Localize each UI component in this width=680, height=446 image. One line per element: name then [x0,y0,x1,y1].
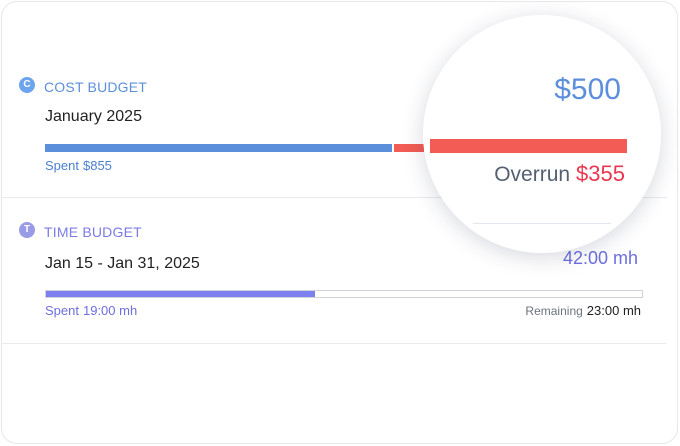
cost-overrun-bar-magnified [430,139,627,153]
time-budget-section: T TIME BUDGET Jan 15 - Jan 31, 2025 42:0… [2,198,667,344]
cost-overrun-value: $355 [576,161,625,186]
time-progress-fill [46,291,316,297]
time-spent-value: 19:00 mh [82,303,138,318]
cost-budget-section: C COST BUDGET January 2025 Spent $855 [2,2,667,198]
cost-budget-title: COST BUDGET [44,79,148,95]
time-budget-title: TIME BUDGET [44,224,142,240]
cost-spent-value: $855 [82,158,112,173]
time-remaining-label: Remaining [525,304,583,318]
cost-spent-bar [45,144,392,152]
time-remaining: Remaining 23:00 mh [525,303,641,318]
time-progress-track [45,290,643,298]
cost-spent-label: Spent [45,158,79,173]
cost-budget-total: $500 [554,73,621,106]
time-badge-icon: T [19,222,35,238]
time-spent: Spent 19:00 mh [45,303,137,318]
cost-overrun-bar [394,144,424,152]
cost-overrun: Overrun $355 [494,161,625,187]
time-budget-period: Jan 15 - Jan 31, 2025 [45,255,200,272]
cost-badge-icon: C [19,77,35,93]
time-spent-label: Spent [45,303,79,318]
time-budget-total: 42:00 mh [562,248,638,268]
cost-budget-period: January 2025 [45,108,142,125]
magnifier-lens: $500 Overrun $355 [423,15,661,253]
time-remaining-value: 23:00 mh [586,303,641,318]
lens-divider [473,223,611,224]
cost-spent: Spent $855 [45,158,112,173]
cost-overrun-label: Overrun [494,163,571,186]
